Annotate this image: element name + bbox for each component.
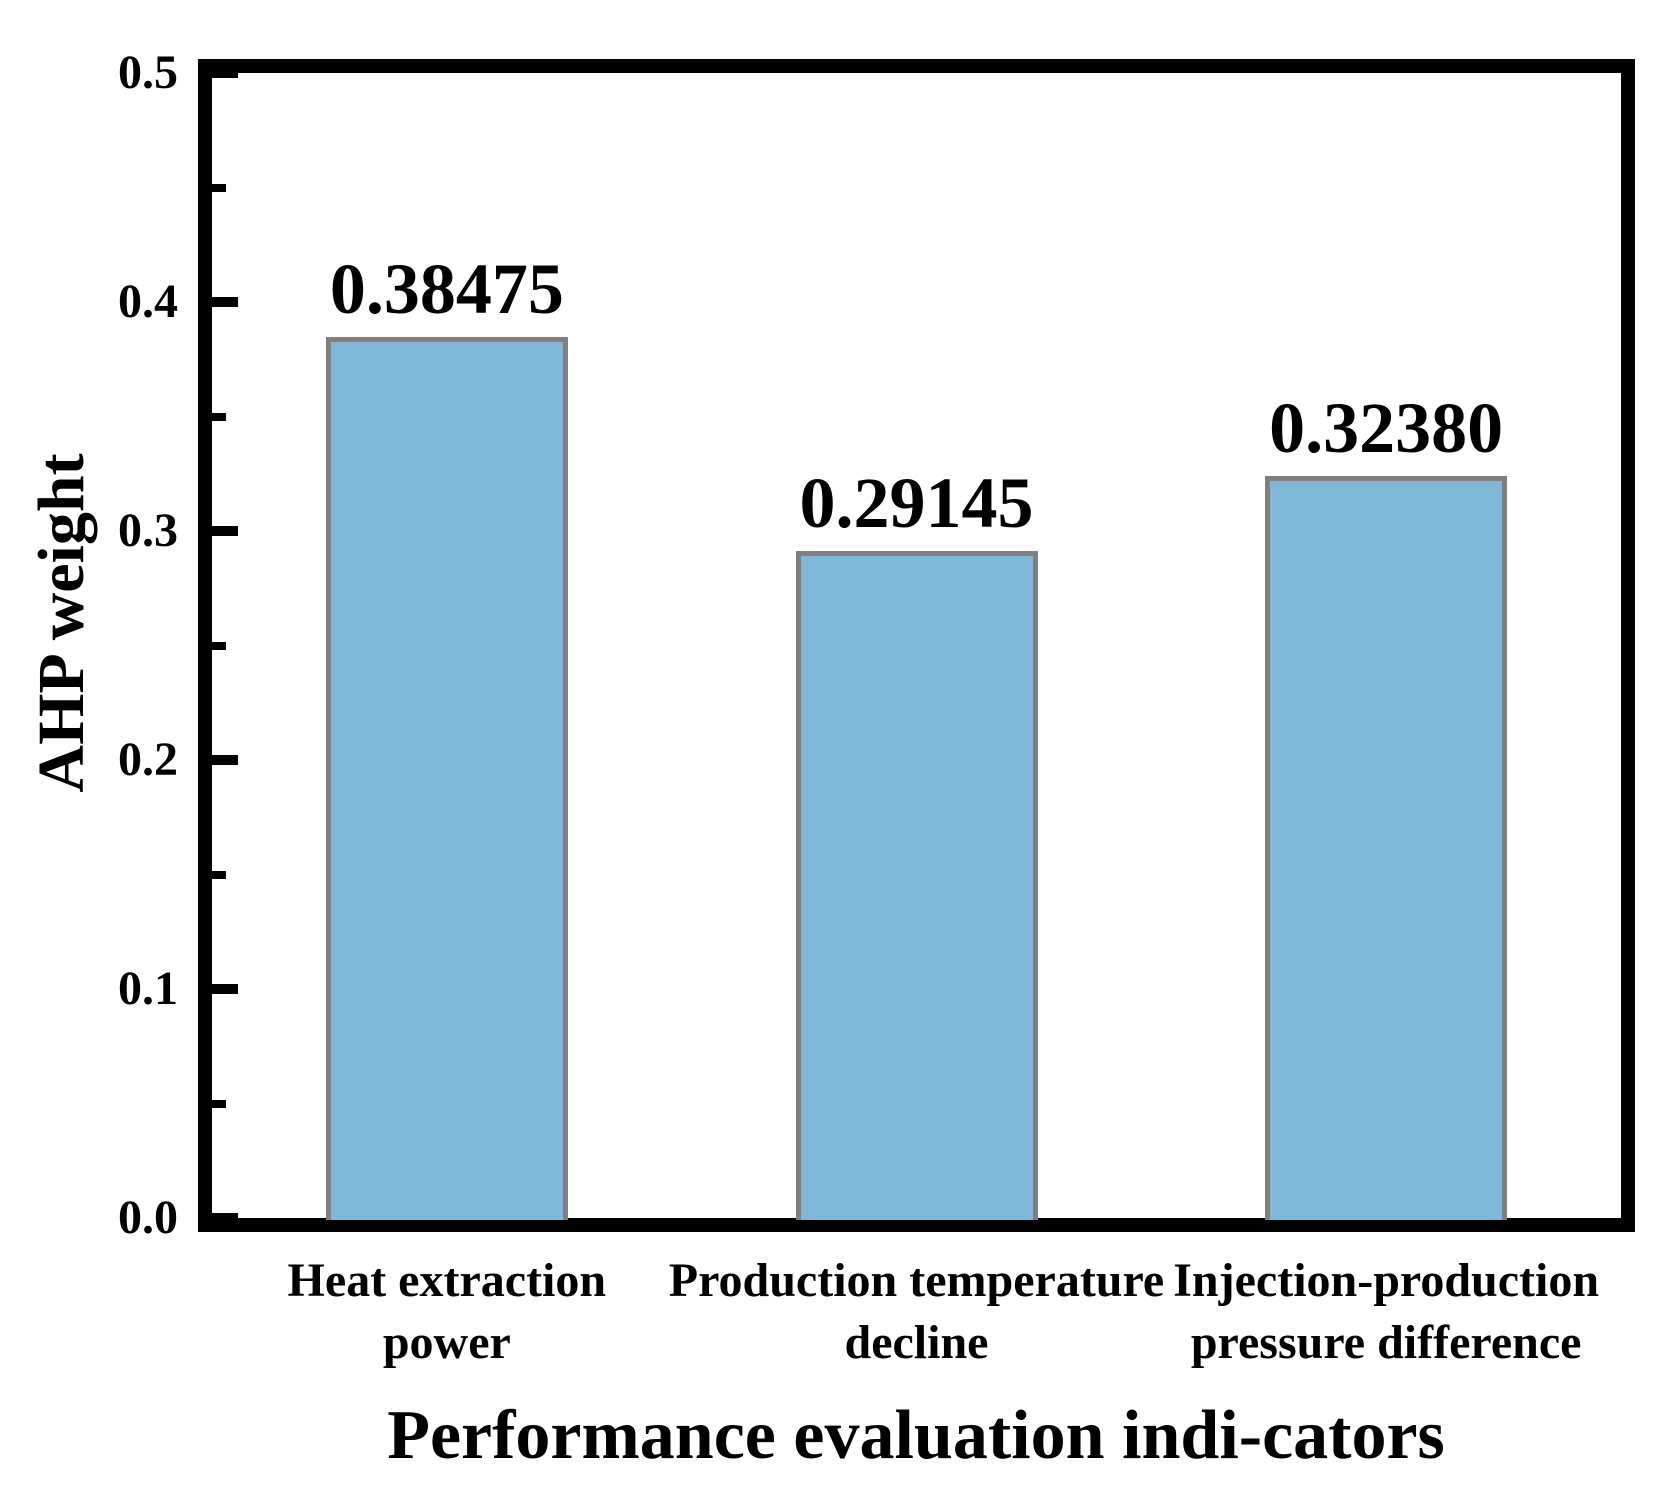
x-tick-label-line1: Heat extraction [287,1254,607,1307]
y-minor-tick [212,412,226,421]
y-tick-label: 0.5 [118,46,178,99]
y-tick-label: 0.2 [118,733,178,786]
y-major-tick [212,68,238,78]
x-tick-label: Heat extraction power [177,1250,717,1374]
y-major-tick [212,755,238,765]
bar-value-label: 0.32380 [1269,388,1504,469]
bar-value-label: 0.29145 [799,462,1034,543]
x-axis-title: Performance evaluation indi-cators [387,1397,1445,1474]
y-minor-tick [212,641,226,650]
bar [795,550,1038,1220]
x-tick-label-line2: pressure difference [1190,1316,1582,1369]
y-minor-tick [212,1099,226,1108]
y-minor-tick [212,183,226,192]
bar [325,336,568,1220]
y-tick-label: 0.1 [118,962,178,1015]
bar [1265,476,1508,1220]
x-tick-label-line1: Production temperature [668,1254,1165,1307]
y-major-tick [212,984,238,994]
x-tick-label: Injection-production pressure difference [1116,1250,1656,1374]
x-tick-label-line2: decline [844,1316,989,1369]
y-tick-label: 0.4 [118,275,178,328]
y-minor-tick [212,870,226,879]
y-major-tick [212,1213,238,1223]
y-tick-label: 0.0 [118,1191,178,1244]
x-tick-label-line2: power [382,1316,511,1369]
x-tick-label: Production temperature decline [647,1250,1187,1374]
y-tick-label: 0.3 [118,504,178,557]
y-major-tick [212,526,238,536]
bar-value-label: 0.38475 [329,248,564,329]
x-tick-label-line1: Injection-production [1173,1254,1600,1307]
y-major-tick [212,297,238,307]
